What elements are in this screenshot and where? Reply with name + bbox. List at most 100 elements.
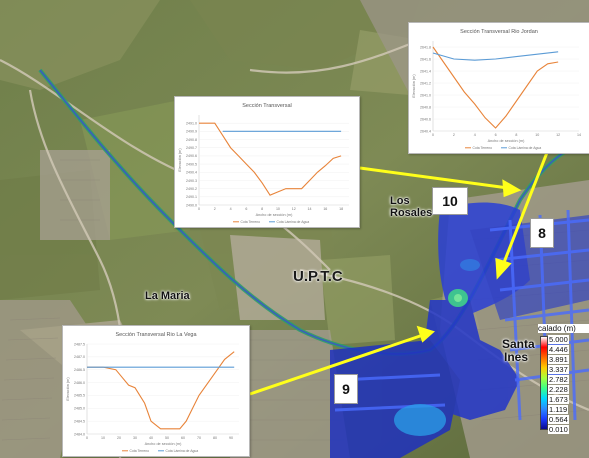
x-tick-label: 0 [198,207,200,211]
cross-section-chart-1: Sección Transversal 2491.0 2490.9 2490.8 249… [178,103,349,224]
label-santa-ines: Santa Ines [502,338,535,363]
y-tick-label: 2640.4 [420,129,431,133]
x-tick-label: 8 [261,207,263,211]
x-axis-label: Ancho de sección (m) [256,213,293,217]
x-axis-label: Ancho de sección (m) [488,139,525,143]
cross-section-chart-rio-jordan: Sección Transversal Rio Jordan2641.82641… [412,29,581,150]
y-axis-label: Elevación (m) [66,377,70,401]
pointer-arrow-9 [416,325,435,343]
y-tick-label: 2485.0 [74,407,85,411]
x-tick-label: 10 [535,133,539,137]
pointer-line-9 [249,333,424,396]
legend-label: Cota Lámina de Agua [166,449,199,453]
x-tick-label: 2 [453,133,455,137]
legend-value: 1.119 [548,405,569,414]
legend-color-bar [540,336,548,430]
series-line-0 [199,122,342,196]
x-tick-label: 90 [229,436,233,440]
legend-label: Cota Lámina de Agua [277,220,310,224]
y-axis-label: Elevación (m) [178,148,182,172]
y-tick-label: 2490.9 [186,130,197,134]
x-tick-label: 16 [323,207,327,211]
x-axis-label: Ancho de sección (m) [145,442,182,446]
y-tick-label: 2640.6 [420,117,431,121]
cross-section-panel-rio-la-vega: Sección Transversal Rio La Vega 2487.5 248… [62,325,250,457]
y-tick-label: 2484.0 [74,432,85,436]
series-line-0 [87,351,235,430]
cross-section-panel-rio-jordan: Sección Transversal Rio Jordan 2641.8 2641… [408,22,589,154]
y-tick-label: 2640.8 [420,105,431,109]
x-tick-label: 40 [149,436,153,440]
y-tick-label: 2490.7 [186,146,197,150]
legend-value: 3.891 [548,355,569,364]
y-tick-label: 2485.5 [74,394,85,398]
x-tick-label: 12 [292,207,296,211]
y-tick-label: 2641.4 [420,69,431,73]
x-tick-label: 4 [474,133,476,137]
legend-value: 3.337 [548,365,569,374]
label-la-maria: La Maria [145,290,190,302]
chart-title: Sección Transversal Rio La Vega [115,332,197,338]
y-tick-label: 2641.8 [420,45,431,49]
cross-section-panel-1: Sección Transversal 2491.0 2490.9 2490.8 249… [174,96,360,228]
y-tick-label: 2491.0 [186,121,197,125]
label-uptc: U.P.T.C [293,268,343,285]
y-tick-label: 2641.6 [420,57,431,61]
x-tick-label: 6 [495,133,497,137]
chart-title: Sección Transversal [242,103,292,109]
legend-value: 0.010 [548,425,569,434]
label-santa-ines-line2: Ines [504,349,529,364]
pointer-line-8 [501,149,550,266]
legend-label: Cota Terreno [130,449,150,453]
legend-label: Cota Terreno [241,220,261,224]
x-tick-label: 12 [556,133,560,137]
x-tick-label: 2 [214,207,216,211]
x-tick-label: 0 [86,436,88,440]
cross-section-chart-rio-la-vega: Sección Transversal Rio La Vega 2487.5 248… [66,332,239,453]
x-tick-label: 6 [245,207,247,211]
label-los-rosales-line1: Los [390,195,410,207]
pointer-arrow-10 [502,179,522,198]
y-tick-label: 2641.0 [420,93,431,97]
x-tick-label: 30 [133,436,137,440]
y-tick-label: 2486.5 [74,368,85,372]
y-tick-label: 2490.8 [186,138,197,142]
legend-value: 2.782 [548,375,569,384]
y-tick-label: 2486.0 [74,381,85,385]
callout-9: 9 [334,374,358,404]
pointer-line-10 [359,166,509,190]
legend-value: 5.000 [548,335,569,344]
depth-legend: calado (m) 5.000 4.446 3.891 3.337 2.782 2.22… [538,324,589,434]
y-tick-label: 2487.5 [74,342,85,346]
y-tick-label: 2487.0 [74,355,85,359]
label-los-rosales: Los Rosales [390,195,432,219]
legend-value: 2.228 [548,385,569,394]
x-tick-label: 80 [213,436,217,440]
y-tick-label: 2490.6 [186,154,197,158]
legend-value: 4.446 [548,345,569,354]
y-tick-label: 2484.5 [74,419,85,423]
series-line-0 [432,46,559,129]
legend-label: Cota Terreno [473,146,493,150]
x-tick-label: 14 [308,207,312,211]
y-tick-label: 2641.2 [420,81,431,85]
legend-value: 1.673 [548,395,569,404]
x-tick-label: 50 [165,436,169,440]
legend-title: calado (m) [538,324,589,333]
legend-value: 0.564 [548,415,569,424]
x-tick-label: 4 [230,207,232,211]
y-tick-label: 2490.1 [186,195,197,199]
x-tick-label: 10 [276,207,280,211]
x-tick-label: 70 [197,436,201,440]
x-tick-label: 14 [577,133,581,137]
x-tick-label: 20 [117,436,121,440]
pointer-arrow-8 [495,257,512,280]
y-axis-label: Elevación (m) [412,74,416,98]
y-tick-label: 2490.3 [186,179,197,183]
legend-label: Cota Lámina de Agua [509,146,542,150]
x-tick-label: 0 [432,133,434,137]
chart-title: Sección Transversal Rio Jordan [460,29,538,35]
x-tick-label: 18 [339,207,343,211]
y-tick-label: 2490.2 [186,187,197,191]
x-tick-label: 10 [101,436,105,440]
